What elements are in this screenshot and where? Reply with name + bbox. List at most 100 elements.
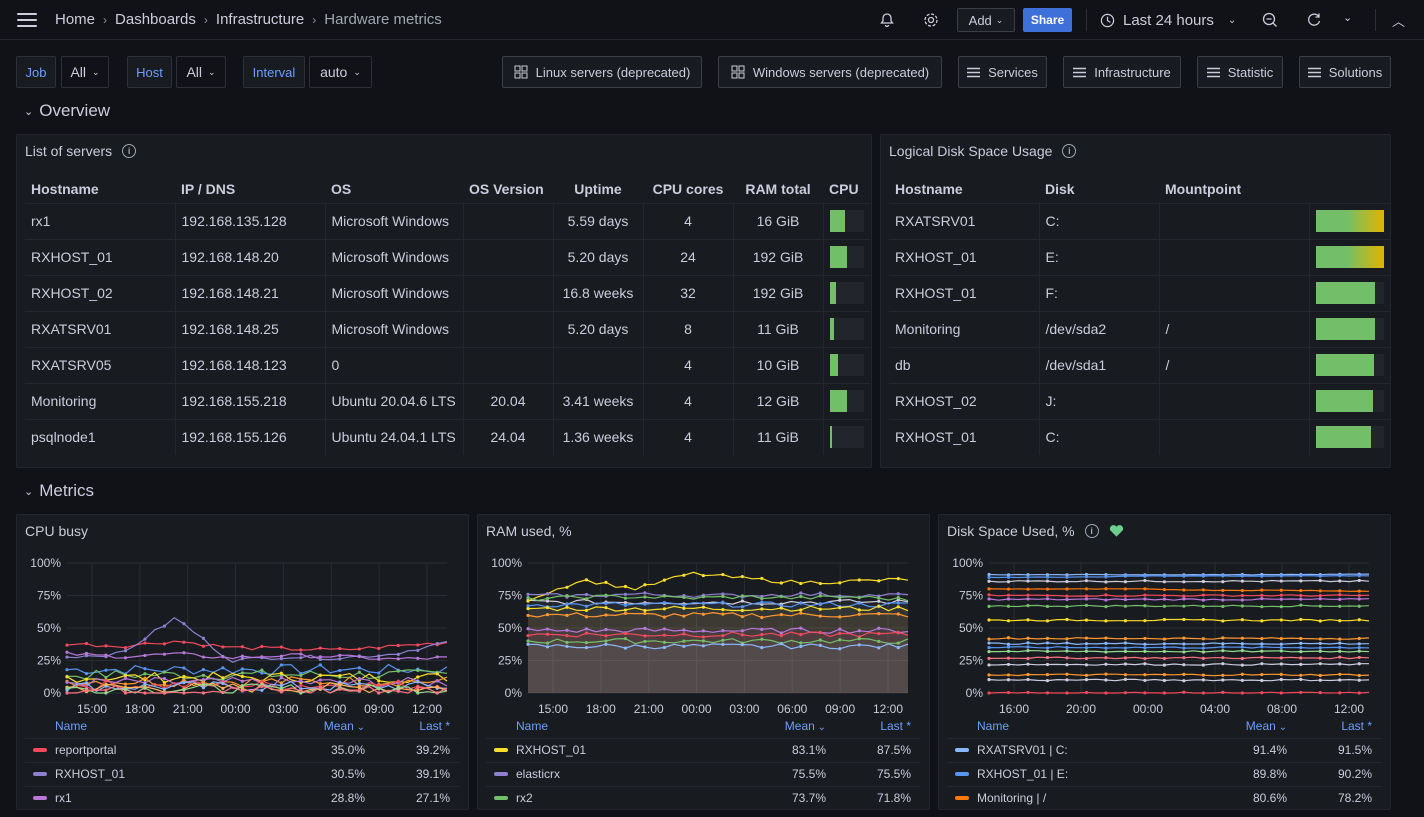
add-button[interactable]: Add ⌄ [957,8,1015,32]
info-icon[interactable]: i [1084,524,1099,538]
table-row[interactable]: RXHOST_01 E: [889,238,1390,275]
table-row[interactable]: RXHOST_01 F: [889,274,1390,311]
table-row[interactable]: rx1 192.168.135.128 Microsoft Windows 5.59 … [25,202,870,239]
legend-item[interactable]: reportportal [33,739,116,761]
chart-plot[interactable]: 100% 75% 50% 25% 0% 15:00 18:00 21:00 00:00 03:00… [478,553,930,753]
background-series-line[interactable] [988,604,1370,608]
background-series-line[interactable] [66,669,448,681]
series-line[interactable] [527,594,909,602]
bell-icon[interactable] [879,12,895,28]
background-series-line[interactable] [66,676,448,688]
series-line[interactable] [988,574,1370,579]
background-series-line[interactable] [66,685,448,694]
breadcrumb-home[interactable]: Home [55,11,96,28]
row-overview[interactable]: ⌄ Overview [24,101,111,120]
column-header[interactable]: OS Version [469,180,544,197]
gear-icon[interactable] [923,12,939,28]
table-row[interactable]: RXHOST_02 J: [889,382,1390,419]
refresh-interval-chevron-icon[interactable]: ⌄ [1343,12,1353,24]
legend-item[interactable]: RXHOST_01 [494,739,586,761]
table-row[interactable]: RXATSRV01 C: [889,202,1390,239]
table-row[interactable]: Monitoring 192.168.155.218 Ubuntu 20.04.6 … [25,382,870,419]
column-header[interactable]: Disk [1045,180,1075,197]
background-series-line[interactable] [989,656,1370,660]
table-row[interactable]: RXHOST_01 C: [889,418,1390,455]
refresh-icon[interactable] [1306,12,1322,28]
legend-header-last[interactable]: Last * [880,719,911,733]
link-linux-servers[interactable]: Linux servers (deprecated) [502,56,702,88]
table-row[interactable]: RXATSRV01 192.168.148.25 Microsoft Windows… [25,310,870,347]
variable-select-job[interactable]: All ⌄ [61,56,109,88]
table-row[interactable]: RXATSRV05 192.168.148.123 0 4 10 GiB [25,346,870,383]
link-statistic[interactable]: Statistic [1197,56,1283,88]
series-line[interactable] [66,616,448,663]
legend-item[interactable]: elasticrx [494,763,560,785]
info-icon[interactable]: i [1062,144,1077,158]
background-series-line[interactable] [988,646,1370,649]
time-range-picker[interactable]: Last 24 hours ⌄ [1100,10,1236,30]
link-services[interactable]: Services [958,56,1047,88]
legend-item[interactable]: RXHOST_01 [33,763,125,785]
column-header[interactable]: OS [331,180,352,197]
legend-header-mean[interactable]: Mean ⌄ [1245,719,1287,733]
background-series-line[interactable] [527,611,909,619]
legend-item[interactable]: RXHOST_01 | E: [955,763,1068,785]
legend-item[interactable]: rx2 [494,787,533,809]
link-infrastructure[interactable]: Infrastructure [1063,56,1181,88]
background-series-line[interactable] [989,649,1370,653]
legend-item[interactable]: Monitoring | / [955,787,1046,809]
background-series-line[interactable] [988,678,1370,682]
legend-header-name[interactable]: Name [516,719,549,733]
background-series-line[interactable] [988,663,1369,666]
series-line[interactable] [989,588,1370,592]
column-header[interactable]: IP / DNS [181,180,236,197]
background-series-line[interactable] [66,683,448,694]
table-row[interactable]: psqlnode1 192.168.155.126 Ubuntu 24.04.1 L… [25,418,870,455]
link-solutions[interactable]: Solutions [1299,56,1391,88]
legend-header-mean[interactable]: Mean ⌄ [323,719,365,733]
column-header[interactable]: Uptime [574,180,622,197]
row-metrics[interactable]: ⌄ Metrics [24,481,94,500]
background-series-line[interactable] [988,597,1370,601]
series-line[interactable] [527,571,909,602]
background-series-line[interactable] [988,637,1370,640]
series-line[interactable] [66,640,448,651]
background-series-line[interactable] [527,605,909,612]
background-series-line[interactable] [527,627,909,634]
background-series-line[interactable] [527,637,909,645]
zoom-out-icon[interactable] [1262,12,1278,28]
variable-select-host[interactable]: All ⌄ [176,56,226,88]
breadcrumb-dashboards[interactable]: Dashboards [115,11,196,28]
menu-icon[interactable] [17,13,37,27]
column-header[interactable]: Hostname [895,180,963,197]
background-series-line[interactable] [527,631,909,638]
legend-item[interactable]: RXATSRV01 | C: [955,739,1068,761]
table-row[interactable]: RXHOST_02 192.168.148.21 Microsoft Windows… [25,274,870,311]
breadcrumb-infrastructure[interactable]: Infrastructure [215,11,305,28]
legend-header-mean[interactable]: Mean ⌄ [784,719,826,733]
column-header[interactable]: Hostname [31,180,99,197]
background-series-line[interactable] [988,673,1370,677]
legend-header-name[interactable]: Name [55,719,88,733]
info-icon[interactable]: i [122,144,137,158]
column-header[interactable]: RAM total [745,180,811,197]
link-windows-servers[interactable]: Windows servers (deprecated) [718,56,942,88]
legend-header-last[interactable]: Last * [419,719,450,733]
series-line[interactable] [527,592,909,599]
collapse-chevron-up-icon[interactable]: ︿ [1392,14,1406,29]
column-header[interactable]: CPU [829,180,859,197]
background-series-line[interactable] [989,618,1370,622]
chart-plot[interactable]: 100% 75% 50% 25% 0% 16:00 20:00 00:00 04:00 08:00… [939,553,1391,753]
background-series-line[interactable] [66,671,448,684]
background-series-line[interactable] [66,681,447,693]
table-row[interactable]: db/dev/sda1/ [889,346,1390,383]
series-line[interactable] [66,651,447,660]
table-row[interactable]: RXHOST_01 192.168.148.20 Microsoft Windows… [25,238,870,275]
background-series-line[interactable] [988,579,1370,583]
variable-select-interval[interactable]: auto ⌄ [309,56,372,88]
chart-plot[interactable]: 100% 75% 50% 25% 0% 15:00 18:00 21:00 00:00 03:00… [17,553,469,753]
background-series-line[interactable] [988,594,1370,597]
column-header[interactable]: Mountpoint [1165,180,1242,197]
table-row[interactable]: Monitoring/dev/sda2/ [889,310,1390,347]
background-series-line[interactable] [527,643,909,650]
